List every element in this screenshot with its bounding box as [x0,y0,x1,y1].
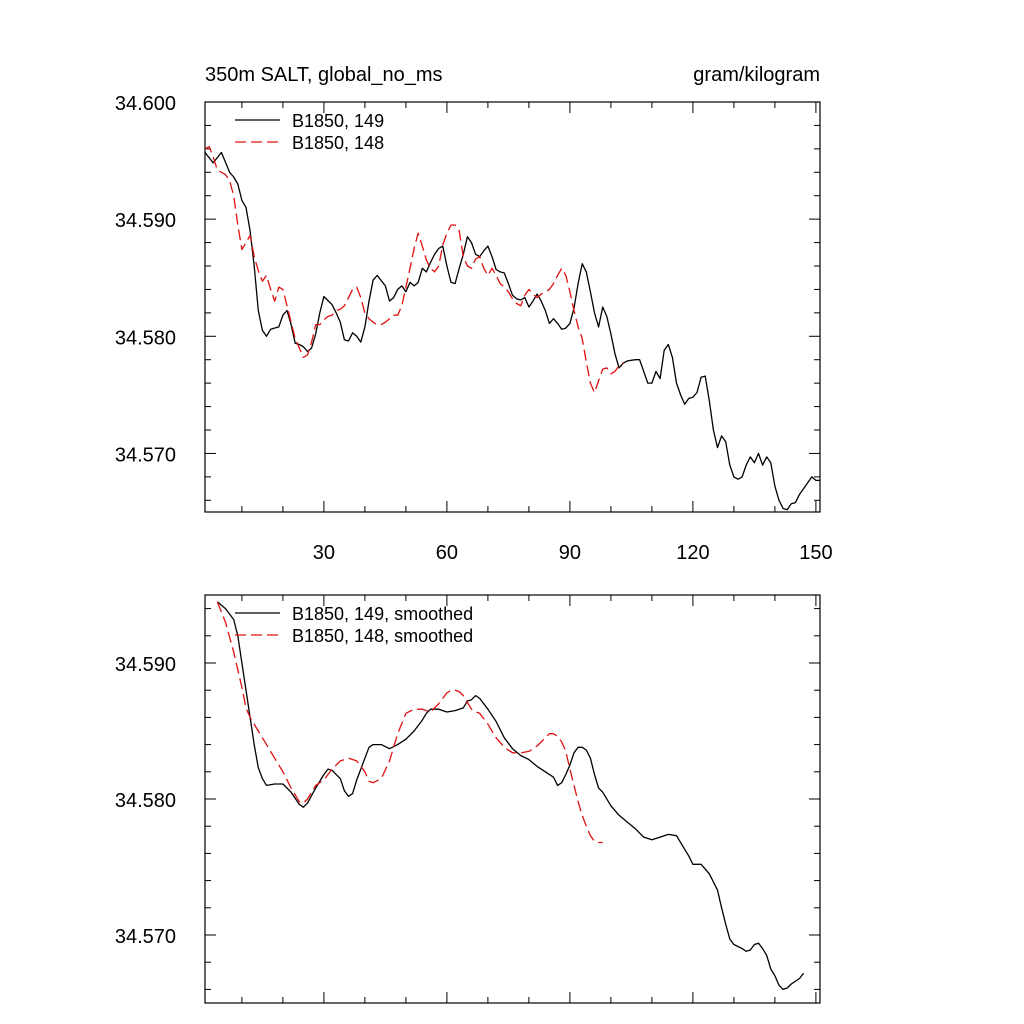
y-tick-label: 34.570 [115,444,176,466]
y-tick-label: 34.590 [115,210,176,232]
y-tick-label: 34.600 [115,93,176,115]
x-tick-label: 60 [436,542,458,564]
legend-label-1: B1850, 148 [292,133,384,153]
x-tick-label: 120 [676,542,709,564]
title-left: 350m SALT, global_no_ms [205,64,443,86]
y-tick-label: 34.580 [115,327,176,349]
x-tick-label: 30 [313,542,335,564]
x-tick-label: 90 [559,542,581,564]
x-tick-label: 150 [799,542,832,564]
bottom-panel: 34.570 34.580 34.590 B1850, 149, smoothedB1… [115,595,820,1003]
legend-label-0: B1850, 149 [292,111,384,131]
legend-label-1: B1850, 148, smoothed [292,626,473,646]
y-tick-label: 34.580 [115,790,176,812]
series-line-1 [205,147,623,393]
series-line-0 [217,602,803,990]
series-line-0 [205,152,820,509]
title-right: gram/kilogram [693,64,820,86]
legend-label-0: B1850, 149, smoothed [292,604,473,624]
y-tick-label: 34.570 [115,926,176,948]
y-tick-label: 34.590 [115,654,176,676]
top-panel: 30 60 90 120 150 34.570 34.580 34.590 34.600 350m… [115,64,833,564]
